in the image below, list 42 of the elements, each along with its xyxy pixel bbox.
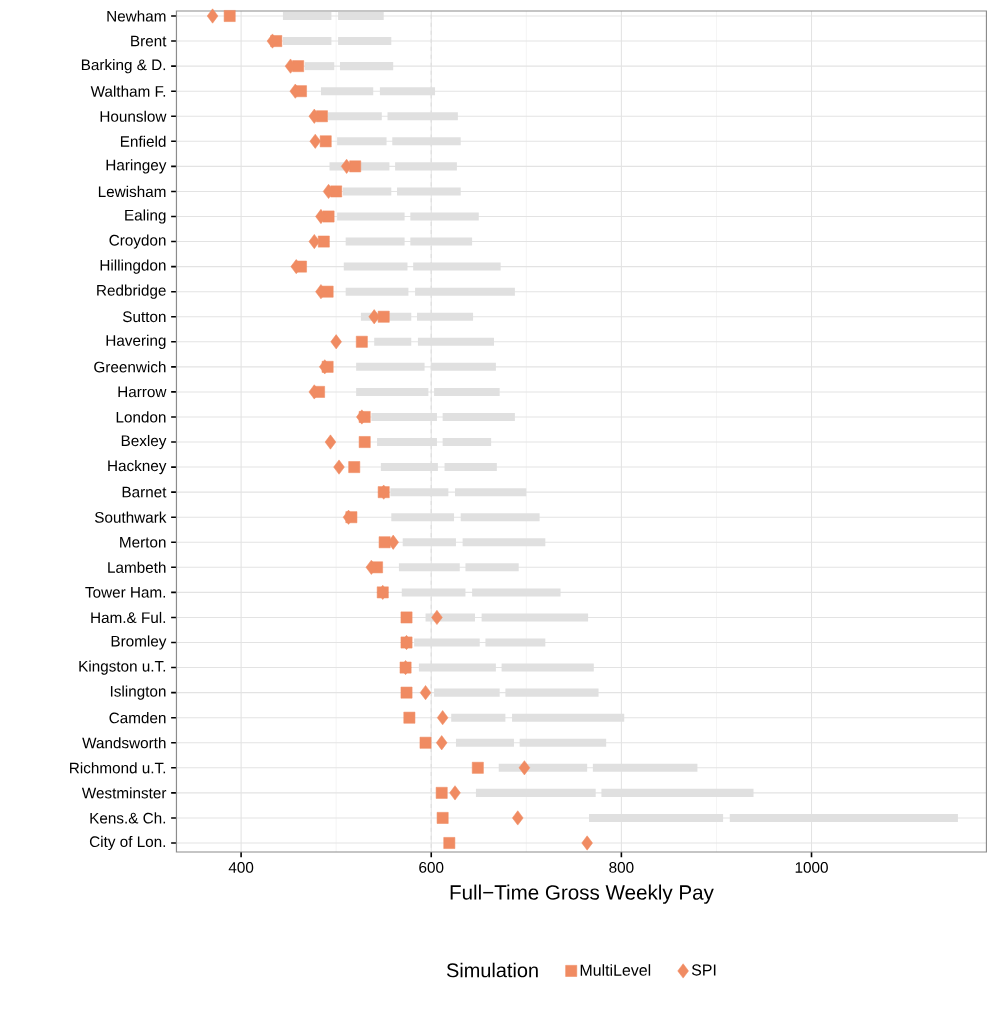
y-tick-label: Barnet [122, 486, 167, 498]
y-tick-label: Wandsworth [82, 737, 166, 749]
legend-title: Simulation [446, 962, 538, 978]
y-tick-label: Newham [107, 10, 166, 22]
y-tick-label: City of Lon. [89, 835, 166, 851]
y-tick-label: Westminster [81, 787, 167, 799]
y-tick-label: Redbridge [97, 284, 166, 299]
y-tick-label: Ealing [125, 209, 166, 224]
x-tick-label: 800 [609, 862, 634, 873]
y-tick-label: Islington [110, 685, 166, 700]
x-tick-label: 600 [419, 862, 444, 873]
y-tick-label: Bromley [111, 635, 167, 650]
y-tick-label: Kingston u.T. [79, 660, 166, 675]
y-tick-label: Southwark [94, 511, 167, 523]
y-tick-label: Waltham F. [90, 85, 166, 97]
y-tick-label: Brent [131, 35, 167, 47]
y-tick-label: Havering [106, 334, 166, 349]
y-tick-label: Merton [120, 536, 166, 548]
y-tick-label: Camden [109, 712, 166, 724]
y-tick-label: Ham.& Ful. [91, 611, 166, 624]
y-tick-label: Harrow [118, 386, 167, 398]
x-tick-label: 1000 [795, 862, 828, 873]
y-tick-label: Lewisham [98, 185, 166, 198]
y-tick-label: Bexley [121, 434, 167, 450]
y-tick-label: Haringey [106, 159, 167, 174]
y-tick-label: Tower Ham. [85, 587, 166, 598]
y-tick-label: Richmond u.T. [70, 762, 166, 774]
legend-label: MultiLevel [580, 964, 651, 976]
y-tick-label: Enfield [120, 135, 166, 147]
y-tick-label: Greenwich [94, 361, 166, 373]
x-axis-title: Full−Time Gross Weekly Pay [450, 884, 714, 904]
y-tick-label: Sutton [122, 311, 166, 323]
y-tick-label: Lambeth [108, 561, 166, 573]
legend-label: SPI [691, 964, 716, 976]
y-tick-label: Hounslow [100, 110, 167, 122]
y-tick-label: Croydon [109, 234, 166, 249]
y-tick-label: Kens.& Ch. [90, 812, 166, 824]
y-tick-label: Barking & D. [81, 59, 166, 74]
y-tick-label: Hillingdon [100, 259, 166, 274]
y-tick-label: London [116, 411, 166, 423]
x-tick-label: 400 [228, 862, 254, 873]
y-tick-label: Hackney [108, 459, 167, 475]
